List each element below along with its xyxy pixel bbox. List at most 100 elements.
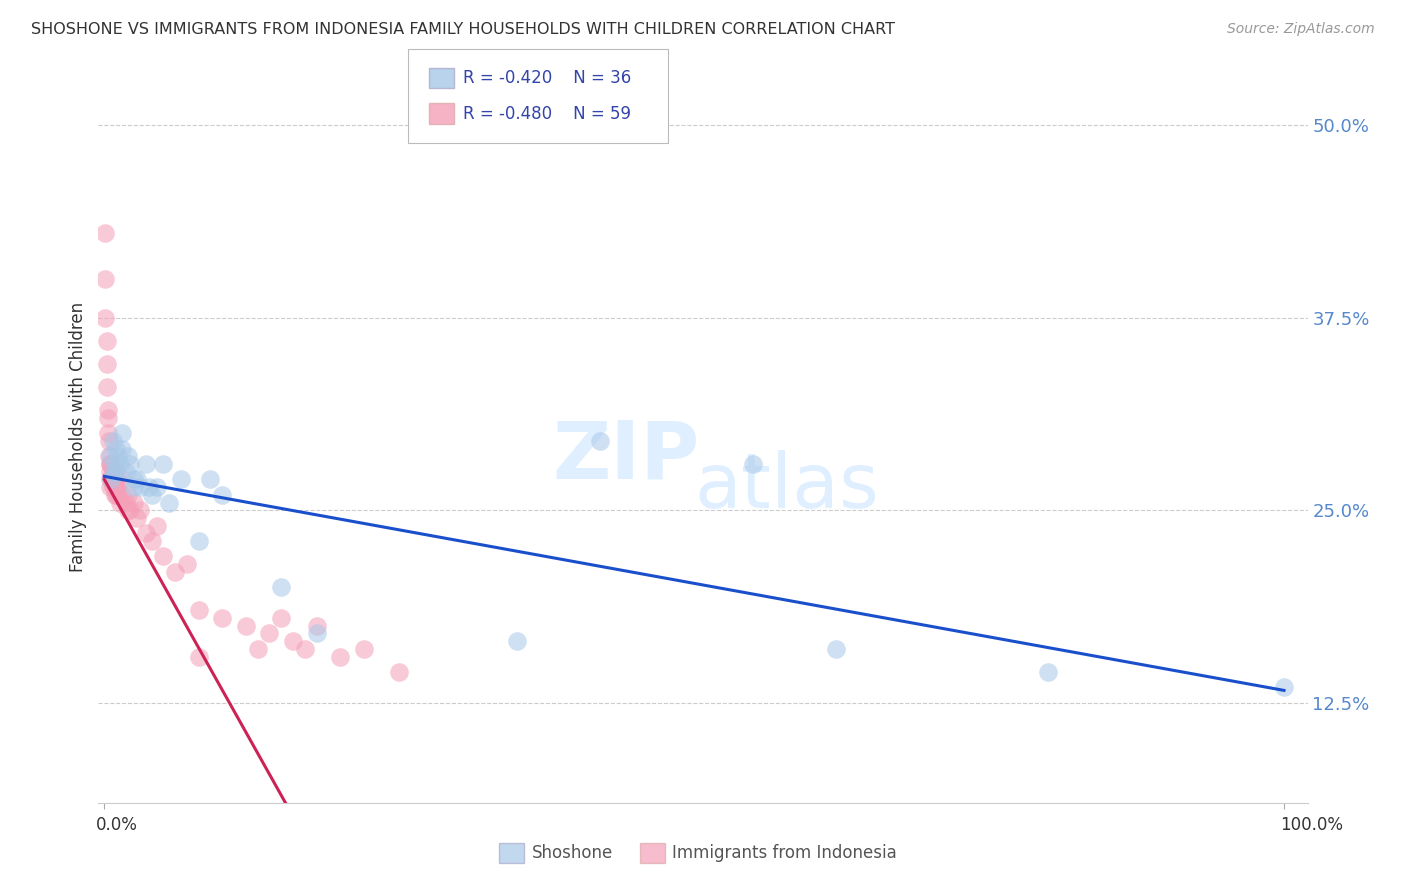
- Point: [94, 272, 117, 286]
- Point: [98, 450, 121, 464]
- Y-axis label: Family Households with Children: Family Households with Children: [69, 302, 87, 572]
- Point: [187, 534, 209, 549]
- Point: [103, 472, 125, 486]
- Point: [114, 495, 136, 509]
- Point: [100, 472, 122, 486]
- Point: [742, 457, 765, 471]
- Point: [122, 472, 145, 486]
- Point: [98, 457, 121, 471]
- Point: [157, 495, 180, 509]
- Point: [97, 403, 120, 417]
- Point: [329, 649, 352, 664]
- Point: [105, 480, 128, 494]
- Point: [96, 334, 118, 348]
- Point: [105, 442, 128, 456]
- Point: [111, 426, 134, 441]
- Point: [98, 434, 121, 448]
- Point: [108, 457, 131, 471]
- Point: [108, 495, 131, 509]
- Point: [211, 488, 233, 502]
- Point: [270, 611, 292, 625]
- Text: 0.0%: 0.0%: [96, 816, 138, 834]
- Point: [111, 488, 134, 502]
- Point: [107, 488, 129, 502]
- Point: [200, 472, 222, 486]
- Point: [105, 465, 128, 479]
- Point: [104, 465, 127, 479]
- Point: [128, 480, 150, 494]
- Point: [305, 618, 328, 632]
- Point: [176, 557, 198, 571]
- Point: [101, 465, 124, 479]
- Point: [104, 472, 127, 486]
- Point: [246, 641, 269, 656]
- Point: [270, 580, 292, 594]
- Point: [141, 534, 163, 549]
- Point: [101, 480, 124, 494]
- Point: [97, 410, 120, 425]
- Point: [506, 634, 529, 648]
- Point: [146, 480, 169, 494]
- Point: [107, 450, 129, 464]
- Point: [117, 488, 139, 502]
- Point: [105, 472, 128, 486]
- Text: R = -0.480    N = 59: R = -0.480 N = 59: [463, 104, 630, 123]
- Point: [135, 457, 157, 471]
- Point: [128, 503, 150, 517]
- Point: [100, 457, 122, 471]
- Text: Source: ZipAtlas.com: Source: ZipAtlas.com: [1227, 22, 1375, 37]
- Point: [120, 503, 142, 517]
- Point: [96, 380, 118, 394]
- Point: [103, 457, 125, 471]
- Point: [127, 472, 149, 486]
- Point: [1036, 665, 1059, 679]
- Point: [353, 641, 375, 656]
- Point: [281, 634, 304, 648]
- Point: [824, 641, 846, 656]
- Point: [98, 480, 121, 494]
- Point: [117, 503, 139, 517]
- Point: [127, 511, 149, 525]
- Point: [170, 472, 193, 486]
- Point: [1272, 681, 1295, 695]
- Point: [120, 457, 142, 471]
- Point: [94, 226, 117, 240]
- Point: [111, 472, 134, 486]
- Text: ZIP: ZIP: [553, 417, 700, 495]
- Point: [235, 618, 257, 632]
- Point: [103, 480, 125, 494]
- Point: [141, 488, 163, 502]
- Point: [94, 310, 117, 325]
- Point: [104, 488, 127, 502]
- Point: [146, 518, 169, 533]
- Point: [101, 472, 124, 486]
- Point: [187, 649, 209, 664]
- Point: [211, 611, 233, 625]
- Point: [138, 480, 160, 494]
- Point: [259, 626, 281, 640]
- Point: [122, 495, 145, 509]
- Point: [135, 526, 157, 541]
- Point: [187, 603, 209, 617]
- Point: [97, 426, 120, 441]
- Text: R = -0.420    N = 36: R = -0.420 N = 36: [463, 69, 631, 87]
- Point: [105, 480, 128, 494]
- Text: SHOSHONE VS IMMIGRANTS FROM INDONESIA FAMILY HOUSEHOLDS WITH CHILDREN CORRELATIO: SHOSHONE VS IMMIGRANTS FROM INDONESIA FA…: [31, 22, 896, 37]
- Point: [98, 465, 121, 479]
- Point: [117, 450, 139, 464]
- Point: [388, 665, 411, 679]
- Point: [589, 434, 612, 448]
- Point: [114, 465, 136, 479]
- Text: atlas: atlas: [695, 450, 879, 524]
- Point: [152, 549, 174, 564]
- Point: [165, 565, 187, 579]
- Text: 100.0%: 100.0%: [1279, 816, 1343, 834]
- Text: Immigrants from Indonesia: Immigrants from Indonesia: [672, 844, 897, 862]
- Point: [98, 457, 121, 471]
- Point: [98, 450, 121, 464]
- Point: [152, 457, 174, 471]
- Point: [105, 488, 128, 502]
- Point: [294, 641, 316, 656]
- Text: Shoshone: Shoshone: [531, 844, 613, 862]
- Point: [122, 480, 145, 494]
